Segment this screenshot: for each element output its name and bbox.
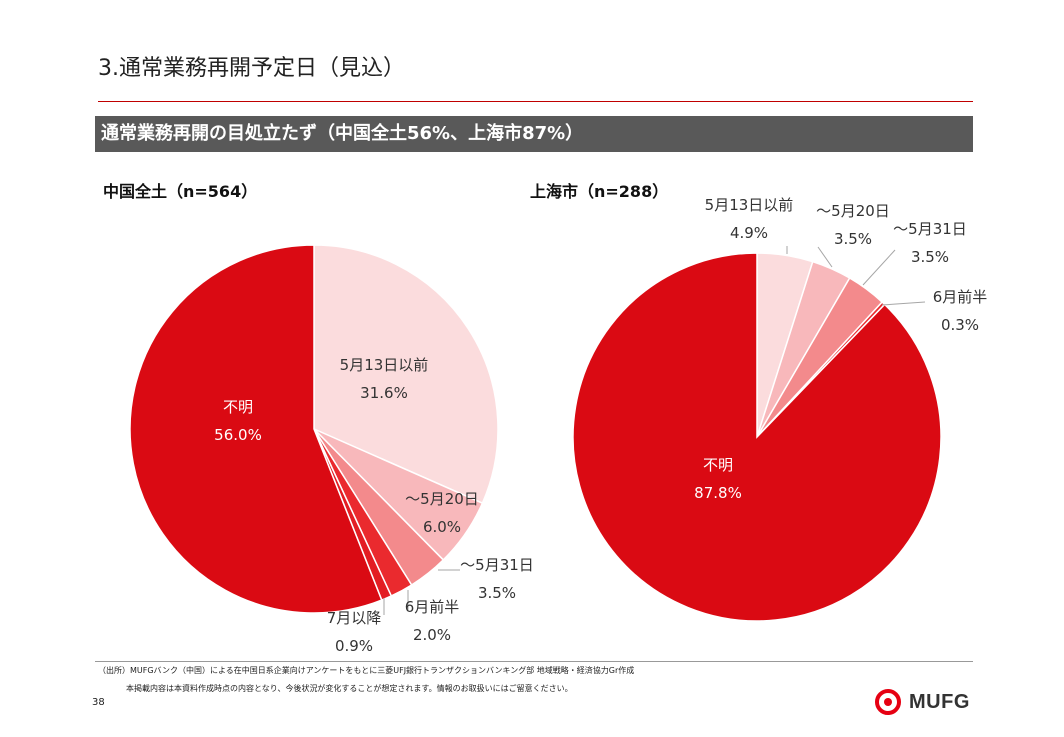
pie-slice-china-5 [129, 244, 383, 614]
slice-label-shanghai-0: 5月13日以前 [705, 196, 794, 214]
slice-label-china-0: 5月13日以前 [340, 356, 429, 374]
slice-value-china-3: 2.0% [413, 626, 451, 644]
slice-value-shanghai-1: 3.5% [834, 230, 872, 248]
mufg-logo-icon [875, 689, 901, 715]
slice-value-china-1: 6.0% [423, 518, 461, 536]
source-note: （出所）MUFGバンク（中国）による在中国日系企業向けアンケートをもとに三菱UF… [98, 666, 635, 675]
chart-title-shanghai: 上海市（n=288） [530, 182, 669, 201]
footer-divider [95, 661, 973, 662]
leader-line-shanghai-3 [881, 301, 926, 306]
slice-value-china-4: 0.9% [335, 637, 373, 655]
slice-value-shanghai-0: 4.9% [730, 224, 768, 242]
disclaimer-note: 本掲載内容は本資料作成時点の内容となり、今後状況が変化することが想定されます。情… [126, 684, 573, 693]
slice-value-china-2: 3.5% [478, 584, 516, 602]
page-title: 3.通常業務再開予定日（見込） [98, 56, 405, 81]
title-divider [98, 101, 973, 102]
slice-value-shanghai-2: 3.5% [911, 248, 949, 266]
chart-title-china: 中国全土（n=564） [103, 182, 258, 201]
slice-value-china-0: 31.6% [360, 384, 408, 402]
slice-label-china-1: ～5月20日 [405, 490, 479, 508]
slice-value-china-5: 56.0% [214, 426, 262, 444]
slice-label-shanghai-2: ～5月31日 [893, 220, 967, 238]
slice-value-shanghai-3: 0.3% [941, 316, 979, 334]
mufg-logo-text: MUFG [909, 690, 970, 713]
summary-banner: 通常業務再開の目処立たず（中国全土56%、上海市87%） [95, 116, 973, 152]
slice-label-shanghai-4: 不明 [703, 456, 733, 474]
leader-line-shanghai-2 [862, 249, 896, 286]
slice-label-china-5: 不明 [223, 398, 253, 416]
slice-label-china-3: 6月前半 [405, 598, 460, 616]
slice-label-china-4: 7月以降 [327, 609, 382, 627]
slice-label-shanghai-1: ～5月20日 [816, 202, 890, 220]
pie-slice-shanghai-4 [572, 252, 942, 622]
leader-line-shanghai-1 [817, 246, 833, 268]
slice-value-shanghai-4: 87.8% [694, 484, 742, 502]
pie-slice-china-0 [313, 244, 499, 505]
page-number: 38 [92, 697, 105, 708]
slice-label-china-2: ～5月31日 [460, 556, 534, 574]
slice-label-shanghai-3: 6月前半 [933, 288, 988, 306]
mufg-logo: MUFG [873, 689, 970, 715]
